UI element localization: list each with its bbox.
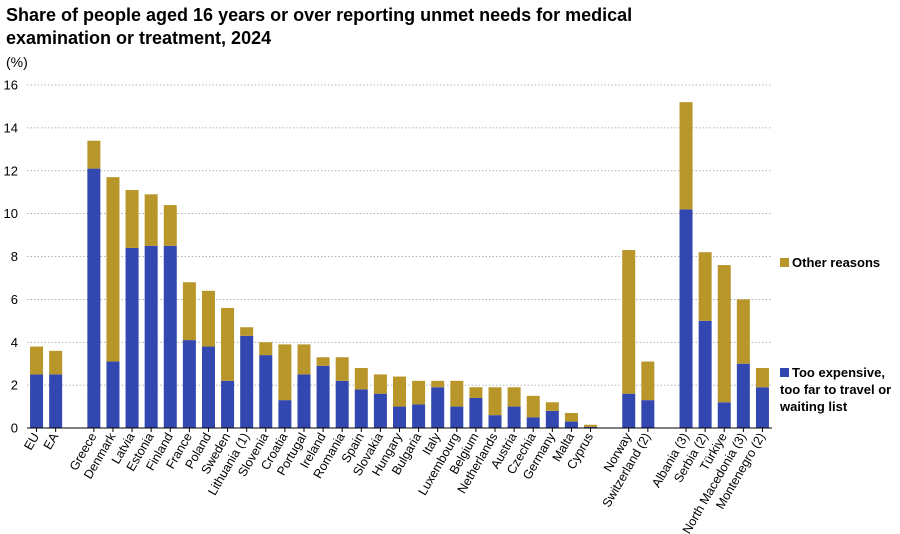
bar-too-expensive bbox=[182, 340, 196, 428]
bar-too-expensive bbox=[87, 168, 101, 428]
bar-other-reasons bbox=[163, 205, 177, 246]
bar-too-expensive bbox=[278, 400, 292, 428]
bar-too-expensive bbox=[221, 380, 235, 428]
bar-too-expensive bbox=[316, 365, 330, 428]
bar-other-reasons bbox=[507, 387, 521, 407]
bar-too-expensive bbox=[717, 402, 731, 428]
bar-other-reasons bbox=[316, 357, 330, 366]
legend-too-expensive: Too expensive, too far to travel or wait… bbox=[780, 364, 895, 415]
bar-too-expensive bbox=[755, 387, 769, 428]
bar-too-expensive bbox=[297, 374, 311, 428]
bar-too-expensive bbox=[259, 355, 273, 428]
bar-other-reasons bbox=[412, 380, 426, 405]
bar-too-expensive bbox=[106, 361, 120, 428]
bar-other-reasons bbox=[144, 194, 158, 246]
bars bbox=[30, 102, 769, 428]
legend-swatch-other bbox=[780, 258, 789, 267]
bar-too-expensive bbox=[393, 406, 406, 428]
bar-other-reasons bbox=[431, 380, 445, 388]
bar-too-expensive bbox=[163, 245, 177, 428]
bar-too-expensive bbox=[335, 380, 349, 428]
bar-other-reasons bbox=[201, 290, 215, 347]
legend-swatch-expensive bbox=[780, 368, 789, 377]
bar-other-reasons bbox=[30, 346, 44, 375]
bar-other-reasons bbox=[335, 357, 349, 381]
bar-other-reasons bbox=[450, 380, 464, 407]
bar-other-reasons bbox=[736, 299, 750, 364]
legend-label-other: Other reasons bbox=[792, 255, 881, 270]
y-tick-label: 0 bbox=[11, 421, 18, 436]
bar-too-expensive bbox=[545, 410, 559, 428]
y-tick-label: 2 bbox=[11, 378, 18, 393]
bar-too-expensive bbox=[469, 397, 483, 428]
bar-too-expensive bbox=[144, 245, 158, 428]
chart-title: Share of people aged 16 years or over re… bbox=[6, 5, 633, 48]
bar-other-reasons bbox=[488, 387, 502, 416]
bar-other-reasons bbox=[564, 412, 578, 422]
bar-other-reasons bbox=[373, 374, 387, 394]
bar-other-reasons bbox=[469, 387, 483, 398]
bar-too-expensive bbox=[412, 404, 426, 428]
bar-too-expensive bbox=[373, 393, 387, 428]
bar-other-reasons bbox=[698, 252, 712, 321]
x-tick-label: EA bbox=[41, 430, 62, 452]
bar-other-reasons bbox=[717, 265, 731, 403]
y-tick-label: 10 bbox=[4, 206, 18, 221]
bar-other-reasons bbox=[106, 177, 120, 362]
bar-too-expensive bbox=[641, 400, 655, 428]
y-tick-label: 12 bbox=[4, 163, 18, 178]
bar-other-reasons bbox=[278, 344, 292, 401]
bar-other-reasons bbox=[354, 367, 368, 390]
bar-other-reasons bbox=[622, 250, 636, 394]
y-tick-label: 16 bbox=[4, 78, 18, 93]
legend-other-reasons: Other reasons bbox=[780, 254, 895, 271]
bar-other-reasons bbox=[87, 140, 101, 169]
bar-too-expensive bbox=[526, 417, 540, 428]
bar-other-reasons bbox=[545, 402, 559, 411]
bar-too-expensive bbox=[431, 387, 445, 428]
bar-other-reasons bbox=[221, 307, 235, 381]
bar-too-expensive bbox=[240, 335, 254, 428]
bar-other-reasons bbox=[679, 102, 693, 210]
y-tick-label: 6 bbox=[11, 292, 18, 307]
y-tick-label: 8 bbox=[11, 249, 18, 264]
bar-other-reasons bbox=[393, 376, 406, 407]
bar-too-expensive bbox=[30, 374, 44, 428]
bar-other-reasons bbox=[755, 367, 769, 388]
y-axis-ticks: 0 2 4 6 8 10 12 14 16 bbox=[4, 78, 18, 436]
legend-label-expensive: Too expensive, too far to travel or wait… bbox=[780, 365, 892, 414]
bar-too-expensive bbox=[450, 406, 464, 428]
y-tick-label: 14 bbox=[4, 120, 18, 135]
bar-other-reasons bbox=[125, 190, 139, 248]
bar-other-reasons bbox=[297, 344, 311, 375]
gridlines bbox=[27, 84, 772, 386]
bar-too-expensive bbox=[49, 374, 63, 428]
bar-other-reasons bbox=[182, 282, 196, 341]
bar-other-reasons bbox=[240, 327, 254, 336]
x-tick-label: EU bbox=[21, 431, 42, 453]
bar-too-expensive bbox=[354, 389, 368, 428]
bar-too-expensive bbox=[622, 393, 636, 428]
bar-too-expensive bbox=[488, 415, 502, 428]
bar-too-expensive bbox=[125, 247, 139, 428]
bar-other-reasons bbox=[259, 342, 273, 356]
bar-other-reasons bbox=[49, 350, 63, 375]
bar-other-reasons bbox=[641, 361, 655, 401]
bar-too-expensive bbox=[201, 346, 215, 428]
y-axis-unit: (%) bbox=[6, 54, 28, 70]
bar-too-expensive bbox=[507, 406, 521, 428]
bar-too-expensive bbox=[564, 421, 578, 428]
bar-too-expensive bbox=[679, 209, 693, 428]
y-tick-label: 4 bbox=[11, 335, 18, 350]
bar-too-expensive bbox=[584, 426, 598, 428]
bar-other-reasons bbox=[526, 395, 540, 418]
bar-other-reasons bbox=[584, 424, 598, 427]
bar-too-expensive bbox=[736, 363, 750, 428]
bar-too-expensive bbox=[698, 320, 712, 428]
